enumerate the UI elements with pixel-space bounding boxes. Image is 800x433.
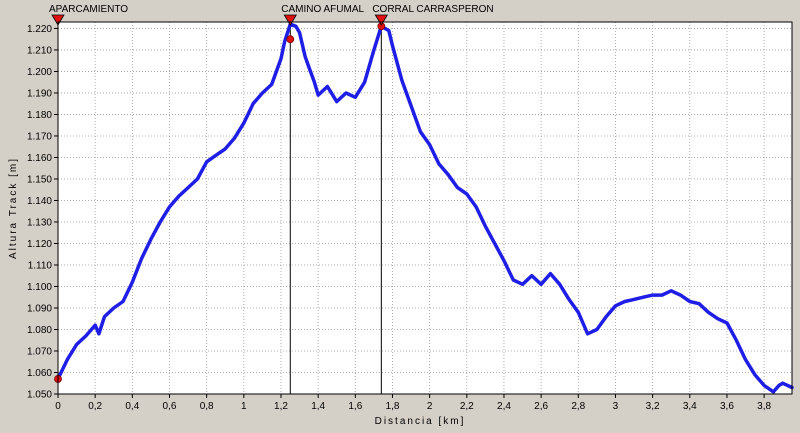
- plot-frame: [57, 21, 793, 395]
- x-axis-ticks: 0 0,2 0,4 0,6 0,8 1 1,2 1,4 1,6 1,8 2 2,2 2,4 2,6 2,8 3…: [55, 394, 772, 412]
- y-tick-label: 1.140: [27, 196, 52, 207]
- y-axis-title: Altura Track [m]: [8, 157, 19, 259]
- y-tick-label: 1.060: [27, 368, 52, 379]
- y-tick-label: 1.220: [27, 24, 52, 35]
- waypoint-label: CAMINO AFUMAL: [281, 4, 364, 15]
- waypoint-markers: APARCAMIENTO CAMINO AFUMAL CORRAL CARRASPE…: [49, 4, 494, 383]
- waypoint-flag-icon: [374, 14, 389, 26]
- x-tick-label: 3,8: [757, 401, 771, 412]
- y-tick-label: 1.110: [28, 260, 53, 271]
- waypoint-label: APARCAMIENTO: [49, 4, 128, 15]
- y-axis-ticks: 1.050 1.060 1.070 1.080 1.090 1.100 1.110 1.120…: [27, 24, 58, 401]
- y-tick-label: 1.070: [27, 346, 52, 357]
- y-tick-label: 1.130: [27, 217, 52, 228]
- waypoint-dot: [286, 35, 295, 44]
- plot-area: [58, 22, 792, 394]
- x-tick-label: 1,4: [311, 401, 325, 412]
- x-tick-label: 2,2: [460, 401, 474, 412]
- y-tick-label: 1.090: [27, 303, 52, 314]
- y-tick-label: 1.050: [27, 390, 52, 401]
- y-tick-label: 1.100: [27, 282, 52, 293]
- x-tick-label: 3: [613, 401, 619, 412]
- elevation-line: [56, 22, 794, 394]
- x-tick-label: 0,8: [200, 401, 214, 412]
- y-tick-label: 1.080: [27, 325, 52, 336]
- x-tick-label: 0,4: [125, 401, 139, 412]
- x-tick-label: 3,2: [646, 401, 660, 412]
- x-tick-label: 1,6: [348, 401, 362, 412]
- waypoint-flag-icon: [283, 14, 297, 26]
- y-tick-label: 1.210: [27, 45, 52, 56]
- x-tick-label: 1: [241, 401, 247, 412]
- x-tick-label: 2,8: [571, 401, 585, 412]
- x-tick-label: 0: [55, 401, 61, 412]
- x-tick-label: 2: [427, 401, 433, 412]
- x-tick-label: 3,4: [683, 401, 697, 412]
- waypoint-flag-icon: [51, 14, 65, 26]
- x-axis-title: Distancia [km]: [375, 416, 466, 427]
- x-tick-label: 1,2: [274, 401, 288, 412]
- x-tick-label: 1,8: [386, 401, 400, 412]
- y-tick-label: 1.180: [27, 110, 52, 121]
- x-tick-label: 3,6: [720, 401, 734, 412]
- waypoint-label: CORRAL CARRASPERON: [372, 4, 493, 15]
- x-tick-label: 0,2: [88, 401, 102, 412]
- y-tick-label: 1.170: [27, 131, 52, 142]
- y-tick-label: 1.190: [27, 88, 52, 99]
- y-tick-label: 1.150: [27, 174, 52, 185]
- x-tick-label: 0,6: [163, 401, 177, 412]
- y-tick-label: 1.160: [27, 153, 52, 164]
- x-tick-label: 2,4: [497, 401, 511, 412]
- y-tick-label: 1.200: [27, 67, 52, 78]
- y-tick-label: 1.120: [27, 239, 52, 250]
- x-tick-label: 2,6: [534, 401, 548, 412]
